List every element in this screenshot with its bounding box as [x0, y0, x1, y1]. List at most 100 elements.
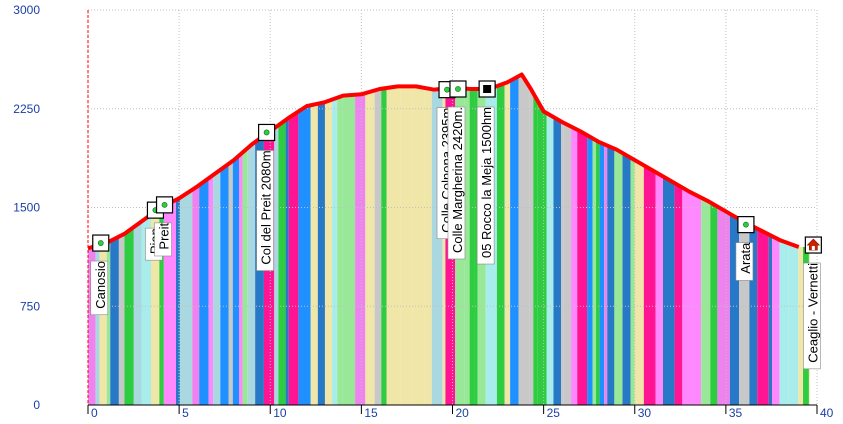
green-dot-icon — [97, 240, 104, 246]
waypoint-label: Colle Margherina 2420m. — [450, 107, 465, 253]
waypoint-label-box — [447, 106, 466, 260]
terrain-band — [529, 86, 534, 405]
terrain-band — [159, 206, 164, 405]
terrain-band — [412, 86, 425, 405]
waypoint-label: Preit — [157, 222, 172, 249]
terrain-band — [504, 80, 511, 405]
terrain-band — [607, 145, 615, 405]
terrain-band — [533, 93, 538, 405]
terrain-band — [110, 236, 119, 405]
terrain-band — [118, 233, 125, 405]
waypoint-label-box — [476, 106, 495, 265]
terrain-band — [717, 206, 730, 405]
green-dot-icon — [161, 201, 168, 208]
x-tick-label: 5 — [182, 406, 189, 420]
terrain-band — [199, 178, 209, 405]
terrain-band — [106, 241, 111, 405]
terrain-band — [99, 242, 107, 405]
terrain-band — [571, 126, 578, 405]
terrain-band — [537, 100, 547, 405]
x-tick-label: 0 — [91, 406, 98, 420]
terrain-band — [247, 142, 256, 405]
y-tick-label: 3000 — [13, 3, 40, 17]
x-tick-label: 35 — [729, 406, 743, 420]
terrain-band — [285, 117, 289, 405]
terrain-band — [175, 197, 180, 405]
terrain-band — [298, 105, 311, 405]
waypoint: Colle Margherina 2420m. — [447, 80, 467, 260]
terrain-band — [232, 155, 240, 405]
terrain-band — [560, 121, 564, 405]
waypoint: Canosio — [90, 234, 110, 316]
tick-labels: 0 750 1500 2250 3000 0 5 10 15 20 25 30 35 40 — [13, 3, 833, 420]
terrain-band — [674, 183, 683, 405]
terrain-band — [337, 95, 343, 405]
terrain-band — [288, 111, 299, 405]
terrain-band — [599, 142, 605, 405]
waypoint: Preit — [154, 196, 174, 257]
terrain-band — [310, 103, 318, 406]
terrain-band — [424, 87, 432, 405]
terrain-band — [431, 88, 443, 405]
terrain-band — [577, 129, 588, 405]
terrain-band — [274, 125, 279, 405]
terrain-band — [386, 87, 394, 405]
x-tick-label: 10 — [273, 406, 287, 420]
y-tick-label: 1500 — [13, 201, 40, 215]
terrain-band — [141, 214, 151, 405]
x-tick-label: 40 — [820, 406, 834, 420]
terrain-band — [518, 76, 530, 405]
green-dot-icon — [455, 86, 461, 92]
terrain-band — [662, 176, 675, 405]
waypoint-label: Arata — [738, 242, 753, 274]
terrain-band — [242, 148, 248, 405]
waypoint-label: Canosio — [93, 261, 108, 309]
terrain-band — [278, 120, 286, 405]
terrain-band — [464, 88, 470, 406]
terrain-band — [710, 202, 718, 405]
terrain-band — [798, 246, 804, 405]
terrain-band — [228, 160, 233, 405]
terrain-band — [355, 93, 366, 405]
green-dot-icon — [743, 221, 749, 228]
terrain-band — [133, 221, 142, 405]
terrain-band — [692, 193, 702, 405]
green-dot-icon — [263, 129, 270, 136]
waypoint: Ceaglio - Vernetti — [803, 236, 822, 370]
house-door-icon — [811, 246, 815, 251]
green-dot-icon — [444, 86, 450, 93]
black-square-icon — [483, 85, 492, 93]
terrain-band — [788, 243, 799, 405]
waypoint-label: Ceaglio - Vernetti — [805, 263, 820, 363]
waypoint-label: Col del Preit 2080m — [259, 150, 274, 264]
terrain-band — [622, 153, 631, 405]
waypoint-label-box — [154, 222, 172, 257]
terrain-band — [374, 88, 382, 405]
x-tick-label: 20 — [456, 406, 470, 420]
terrain-band — [474, 89, 478, 405]
terrain-band — [643, 165, 656, 405]
terrain-band — [655, 172, 663, 405]
terrain-band — [630, 157, 635, 405]
terrain-band — [150, 208, 160, 405]
terrain-band — [342, 94, 356, 406]
terrain-band — [634, 159, 644, 405]
house-icon — [806, 238, 821, 251]
terrain-band — [546, 113, 554, 405]
y-tick-label: 0 — [33, 398, 40, 412]
terrain-band — [604, 144, 608, 405]
waypoint-label-box — [256, 150, 274, 271]
terrain-band — [317, 102, 325, 405]
terrain-band — [592, 138, 597, 405]
terrain-band — [239, 152, 243, 405]
profile-mask — [88, 10, 810, 249]
terrain-band — [779, 239, 789, 405]
waypoint: Arata — [735, 216, 755, 281]
terrain-band — [729, 213, 740, 405]
terrain-band — [513, 76, 519, 405]
terrain-band — [469, 88, 475, 405]
waypoint-label: 05 Rocco la Meja 1500hm — [479, 107, 494, 258]
x-tick-label: 30 — [638, 406, 652, 420]
terrain-band — [208, 175, 214, 405]
